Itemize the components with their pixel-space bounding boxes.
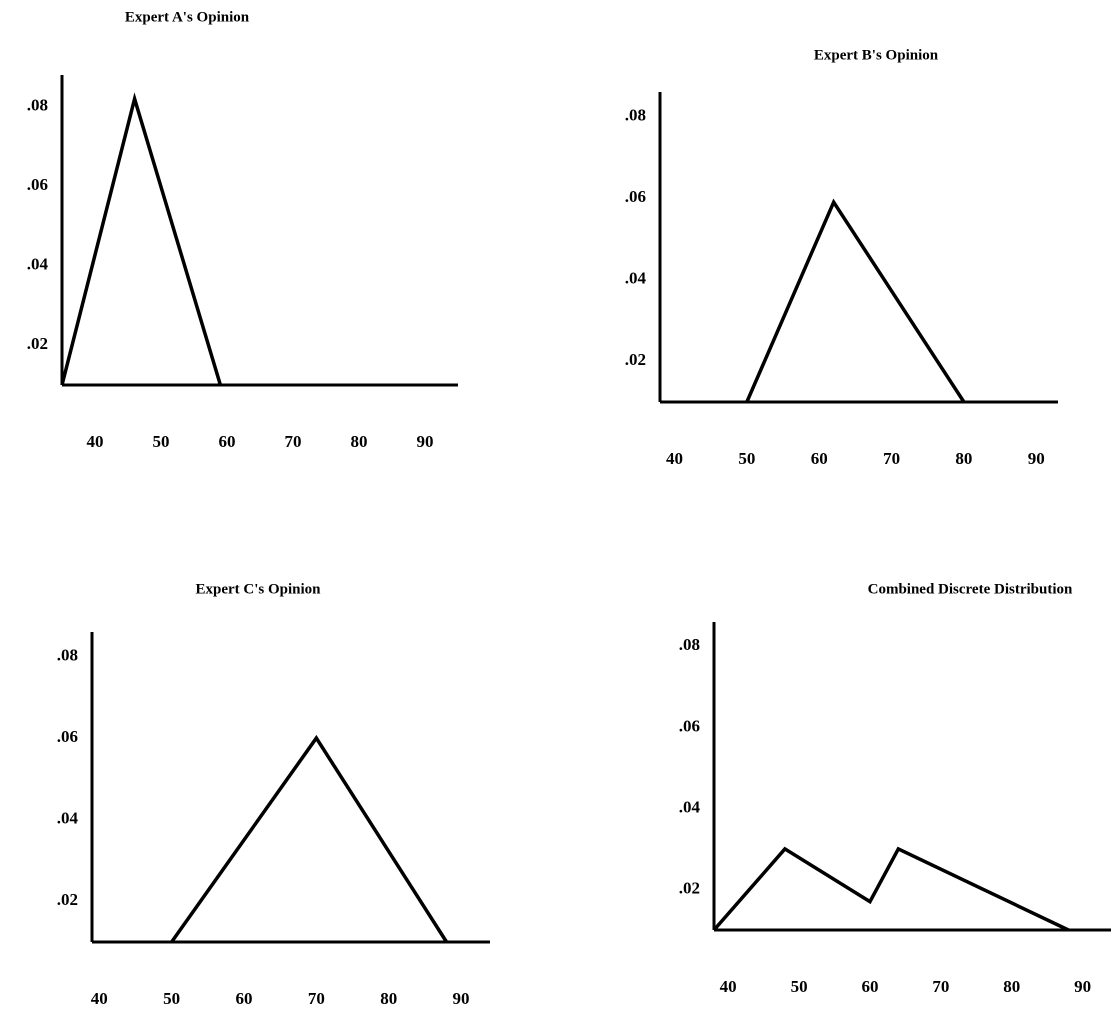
y-tick-label: .06 [679, 716, 700, 735]
y-tick-label: .02 [625, 350, 646, 369]
x-tick-label: 60 [811, 449, 828, 468]
x-tick-label: 50 [153, 432, 170, 451]
y-tick-label: .08 [27, 96, 48, 115]
x-tick-label: 90 [1028, 449, 1045, 468]
y-tick-label: .02 [57, 890, 78, 909]
x-tick-label: 70 [932, 977, 949, 996]
y-tick-label: .08 [57, 645, 78, 664]
x-tick-label: 80 [380, 989, 397, 1008]
x-tick-label: 40 [720, 977, 737, 996]
x-tick-label: 60 [219, 432, 236, 451]
line-series [60, 92, 223, 386]
line-series [745, 198, 966, 403]
y-tick-label: .06 [27, 175, 48, 194]
x-tick-label: 90 [417, 432, 434, 451]
x-tick-label: 50 [738, 449, 755, 468]
y-tick-label: .06 [57, 727, 78, 746]
x-tick-label: 40 [91, 989, 108, 1008]
x-tick-label: 80 [351, 432, 368, 451]
x-tick-label: 80 [1003, 977, 1020, 996]
chart-title: Expert B's Opinion [814, 47, 939, 63]
x-tick-label: 60 [861, 977, 878, 996]
x-tick-label: 40 [87, 432, 104, 451]
y-tick-label: .04 [679, 797, 701, 816]
x-tick-label: 90 [1074, 977, 1091, 996]
y-tick-label: .08 [625, 105, 646, 124]
chart-title: Expert C's Opinion [195, 581, 321, 597]
x-tick-label: 80 [955, 449, 972, 468]
y-tick-label: .04 [57, 809, 79, 828]
x-tick-label: 40 [666, 449, 683, 468]
x-tick-label: 50 [163, 989, 180, 1008]
x-tick-label: 70 [883, 449, 900, 468]
y-tick-label: .06 [625, 187, 646, 206]
y-tick-label: .02 [27, 334, 48, 353]
x-tick-label: 50 [791, 977, 808, 996]
x-tick-label: 60 [235, 989, 252, 1008]
y-tick-label: .04 [27, 255, 49, 274]
line-series [170, 734, 449, 944]
x-tick-label: 90 [453, 989, 470, 1008]
chart-title: Expert A's Opinion [125, 9, 250, 25]
y-tick-label: .08 [679, 635, 700, 654]
chart-title: Combined Discrete Distribution [868, 581, 1073, 597]
y-tick-label: .04 [625, 269, 647, 288]
y-tick-label: .02 [679, 878, 700, 897]
line-series [712, 846, 1070, 932]
x-tick-label: 70 [285, 432, 302, 451]
x-tick-label: 70 [308, 989, 325, 1008]
